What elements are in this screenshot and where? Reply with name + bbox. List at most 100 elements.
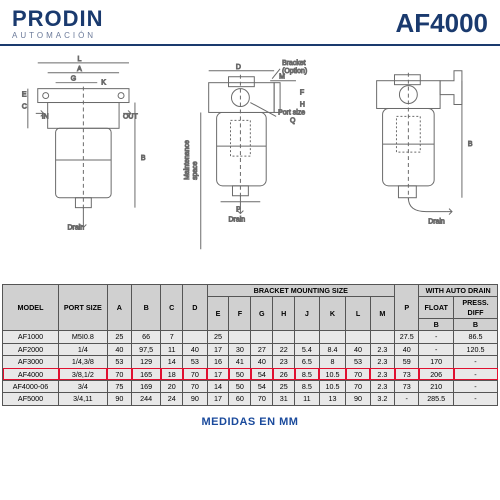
cell-model: AF4000 [3, 368, 59, 380]
cell-p: 59 [395, 356, 419, 368]
th-float: FLOAT [419, 297, 454, 319]
cell-l: 53 [346, 356, 370, 368]
footer-note: MEDIDAS EN MM [0, 416, 500, 428]
cell-g [251, 331, 273, 343]
brand-name: PRODIN [12, 8, 104, 30]
cell-k [319, 331, 346, 343]
cell-d: 40 [183, 343, 207, 355]
cell-c: 7 [161, 331, 183, 343]
table-row: AF20001/44097,51140173027225.48.4402.340… [3, 343, 498, 355]
cell-f: 30 [229, 343, 251, 355]
cell-pd: 86.5 [454, 331, 498, 343]
th-float-b: B [419, 319, 454, 331]
cell-p: 40 [395, 343, 419, 355]
label-drain-3: Drain [429, 219, 446, 226]
table-row: AF1000M5I0.8256672527.5-86.5 [3, 331, 498, 343]
cell-m: 2.3 [370, 356, 394, 368]
table-row: AF4000-063/4751692070145054258.510.5702.… [3, 380, 498, 392]
header-bar: PRODIN AUTOMACIÓN AF4000 [0, 0, 500, 46]
cell-k: 10.5 [319, 380, 346, 392]
th-pd-b: B [454, 319, 498, 331]
brand-block: PRODIN AUTOMACIÓN [12, 8, 104, 40]
cell-port: 1/4,3/8 [59, 356, 108, 368]
cell-d: 70 [183, 368, 207, 380]
cell-p: 27.5 [395, 331, 419, 343]
cell-e: 17 [207, 393, 229, 405]
cell-b: 169 [132, 380, 161, 392]
th-j: J [295, 297, 319, 331]
cell-e: 25 [207, 331, 229, 343]
table-row: AF50003/4,11902442490176070311113903.2-2… [3, 393, 498, 405]
label-drain-2: Drain [228, 217, 245, 224]
cell-b: 165 [132, 368, 161, 380]
cell-port: 3/4,11 [59, 393, 108, 405]
label-portsize: Port size [278, 109, 305, 116]
diagram-side: D Bracket (Option) M F H [171, 50, 330, 280]
th-pd: PRESS. DIFF [454, 297, 498, 319]
cell-float: 206 [419, 368, 454, 380]
th-p: P [395, 285, 419, 331]
cell-c: 18 [161, 368, 183, 380]
cell-b: 97,5 [132, 343, 161, 355]
cell-c: 11 [161, 343, 183, 355]
technical-diagrams: L A G K IN OUT E C [0, 46, 500, 284]
dim-d: D [236, 64, 241, 71]
cell-k: 13 [319, 393, 346, 405]
cell-h: 23 [273, 356, 295, 368]
diagram-front: L A G K IN OUT E C [8, 50, 167, 280]
dim-c: C [22, 103, 27, 110]
dim-m: M [279, 74, 285, 81]
cell-j: 11 [295, 393, 319, 405]
cell-k: 8.4 [319, 343, 346, 355]
cell-port: M5I0.8 [59, 331, 108, 343]
dim-g: G [71, 76, 76, 83]
cell-a: 90 [107, 393, 131, 405]
dim-a: A [77, 66, 82, 73]
dim-b-1: B [141, 155, 146, 162]
cell-b: 129 [132, 356, 161, 368]
cell-model: AF1000 [3, 331, 59, 343]
cell-float: - [419, 331, 454, 343]
cell-h: 26 [273, 368, 295, 380]
cell-p: 73 [395, 368, 419, 380]
cell-c: 14 [161, 356, 183, 368]
cell-g: 70 [251, 393, 273, 405]
cell-e: 16 [207, 356, 229, 368]
dim-l: L [77, 56, 81, 63]
cell-m: 2.3 [370, 380, 394, 392]
th-k: K [319, 297, 346, 331]
label-bracket: Bracket [282, 60, 306, 67]
cell-m [370, 331, 394, 343]
cell-d: 90 [183, 393, 207, 405]
cell-g: 54 [251, 368, 273, 380]
cell-p: - [395, 393, 419, 405]
cell-k: 10.5 [319, 368, 346, 380]
brand-subtitle: AUTOMACIÓN [12, 31, 104, 40]
th-drain: WITH AUTO DRAIN [419, 285, 498, 297]
dim-e: E [22, 92, 27, 99]
cell-h: 22 [273, 343, 295, 355]
th-port: PORT SIZE [59, 285, 108, 331]
cell-l: 40 [346, 343, 370, 355]
cell-d [183, 331, 207, 343]
cell-p: 73 [395, 380, 419, 392]
cell-h [273, 331, 295, 343]
dim-h: H [300, 101, 305, 108]
cell-g: 54 [251, 380, 273, 392]
cell-port: 3/8,1/2 [59, 368, 108, 380]
diagram-autodrain: Drain B [333, 50, 492, 280]
cell-pd: - [454, 368, 498, 380]
cell-b: 244 [132, 393, 161, 405]
cell-a: 70 [107, 368, 131, 380]
label-out: OUT [123, 113, 138, 120]
cell-l: 70 [346, 368, 370, 380]
dimensions-table: MODEL PORT SIZE A B C D BRACKET MOUNTING… [0, 284, 500, 406]
th-e: E [207, 297, 229, 331]
dim-p: P [236, 207, 241, 214]
cell-pd: - [454, 380, 498, 392]
cell-pd: 120.5 [454, 343, 498, 355]
table-head-row1: MODEL PORT SIZE A B C D BRACKET MOUNTING… [3, 285, 498, 297]
th-l: L [346, 297, 370, 331]
label-q: Q [290, 117, 296, 124]
cell-k: 8 [319, 356, 346, 368]
